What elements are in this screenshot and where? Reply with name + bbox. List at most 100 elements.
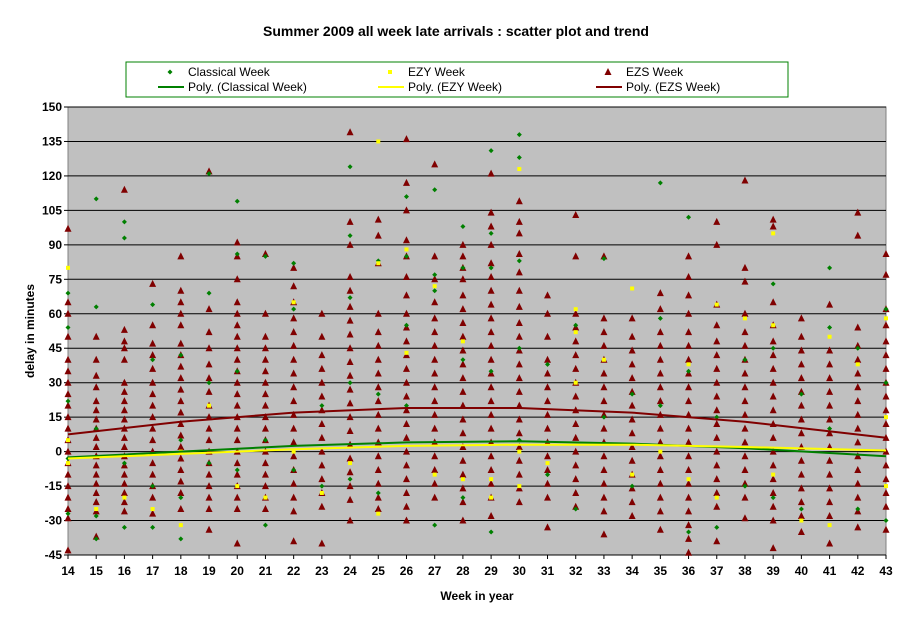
x-tick-label: 25 <box>372 564 386 578</box>
data-point <box>431 424 439 432</box>
data-point <box>572 210 580 218</box>
data-point <box>827 426 833 432</box>
data-point <box>826 387 834 395</box>
data-point <box>94 507 99 512</box>
data-point <box>375 490 381 496</box>
y-tick-label: 105 <box>42 203 62 217</box>
data-point <box>769 392 777 400</box>
data-point <box>233 459 241 467</box>
data-point <box>92 479 100 487</box>
data-point <box>573 322 579 328</box>
legend-label: EZY Week <box>408 65 466 79</box>
data-point <box>459 346 467 354</box>
data-point <box>656 305 664 313</box>
data-point <box>826 456 834 464</box>
data-point <box>120 498 128 506</box>
data-point <box>120 344 128 352</box>
data-point <box>685 291 693 299</box>
data-point <box>656 525 664 533</box>
data-point <box>177 454 185 462</box>
data-point <box>517 484 522 489</box>
y-tick-label: 150 <box>42 100 62 114</box>
data-point <box>150 357 156 363</box>
data-point <box>515 456 523 464</box>
data-point <box>797 401 805 409</box>
data-point <box>177 465 185 473</box>
data-point <box>741 383 749 391</box>
data-point <box>827 325 833 331</box>
data-point <box>206 380 212 386</box>
data-point <box>290 507 298 515</box>
x-tick-label: 15 <box>90 564 104 578</box>
data-point <box>797 314 805 322</box>
data-point <box>854 208 862 216</box>
data-point <box>882 447 890 455</box>
data-point <box>346 302 354 310</box>
data-point <box>685 341 693 349</box>
data-point <box>685 493 693 501</box>
data-point <box>291 449 296 454</box>
data-point <box>657 403 663 409</box>
data-point <box>769 222 777 230</box>
data-point <box>685 273 693 281</box>
data-point <box>177 431 185 439</box>
data-point <box>600 479 608 487</box>
data-point <box>628 415 636 423</box>
data-point <box>798 506 804 512</box>
data-point <box>741 263 749 271</box>
data-point <box>882 351 890 359</box>
data-point <box>402 206 410 214</box>
data-point <box>516 258 522 264</box>
data-point <box>545 361 551 367</box>
data-point <box>404 350 409 355</box>
data-point <box>656 479 664 487</box>
data-point <box>601 256 607 262</box>
data-point <box>460 223 466 229</box>
data-point <box>741 277 749 285</box>
data-point <box>402 337 410 345</box>
data-point <box>713 337 721 345</box>
data-point <box>150 483 156 489</box>
data-point <box>177 397 185 405</box>
data-point <box>149 436 157 444</box>
data-point <box>882 475 890 483</box>
data-point <box>572 351 580 359</box>
data-point <box>826 360 834 368</box>
data-point <box>742 316 747 321</box>
data-point <box>149 493 157 501</box>
data-point <box>318 392 326 400</box>
data-point <box>572 488 580 496</box>
data-point <box>741 410 749 418</box>
data-point <box>346 273 354 281</box>
data-point <box>769 406 777 414</box>
data-point <box>120 337 128 345</box>
data-point <box>515 286 523 294</box>
data-point <box>64 493 72 501</box>
data-point <box>431 410 439 418</box>
data-point <box>64 298 72 306</box>
data-point <box>573 307 578 312</box>
data-point <box>376 139 381 144</box>
data-point <box>628 456 636 464</box>
data-point <box>92 532 100 540</box>
x-tick-label: 14 <box>61 564 75 578</box>
data-point <box>346 344 354 352</box>
data-point <box>177 385 185 393</box>
data-point <box>93 426 99 432</box>
data-point <box>600 452 608 460</box>
data-point <box>346 316 354 324</box>
data-point <box>515 360 523 368</box>
x-tick-label: 35 <box>654 564 668 578</box>
data-point <box>656 397 664 405</box>
data-point <box>600 465 608 473</box>
data-point <box>628 429 636 437</box>
data-point <box>374 479 382 487</box>
data-point <box>797 498 805 506</box>
data-point <box>544 332 552 340</box>
data-point <box>404 247 409 252</box>
data-point <box>233 505 241 513</box>
data-point <box>628 332 636 340</box>
data-point <box>628 511 636 519</box>
data-point <box>261 470 269 478</box>
y-tick-label: 135 <box>42 134 62 148</box>
